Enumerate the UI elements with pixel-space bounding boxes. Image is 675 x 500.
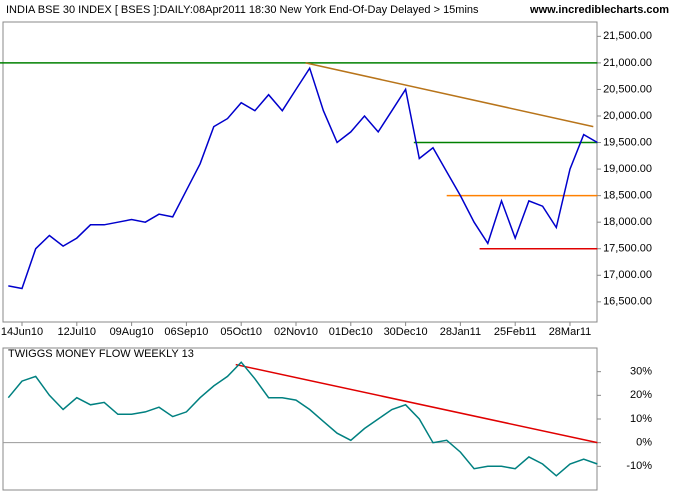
x-tick-label: 02Nov10: [274, 326, 318, 338]
x-tick-label: 28Mar11: [549, 326, 592, 338]
x-tick-label: 25Feb11: [494, 326, 537, 338]
y-tick-label: 19,500.00: [603, 136, 652, 148]
x-tick-label: 28Jan11: [440, 326, 481, 338]
y-tick-label: 30%: [630, 366, 652, 378]
x-tick-label: 01Dec10: [329, 326, 373, 338]
y-tick-label: 0%: [636, 437, 652, 449]
y-tick-label: 16,500.00: [603, 296, 652, 308]
y-tick-label: -10%: [626, 460, 652, 472]
y-tick-label: 20%: [630, 389, 652, 401]
y-tick-label: 20,500.00: [603, 83, 652, 95]
y-tick-label: 18,000.00: [603, 216, 652, 228]
y-tick-label: 10%: [630, 413, 652, 425]
x-tick-label: 05Oct10: [220, 326, 262, 338]
source: www.incrediblecharts.com: [529, 4, 669, 16]
x-tick-label: 30Dec10: [384, 326, 428, 338]
y-tick-label: 20,000.00: [603, 110, 652, 122]
chart-title: INDIA BSE 30 INDEX [ BSES ]:DAILY:08Apr2…: [6, 4, 479, 16]
trendline: [305, 62, 594, 128]
price-panel-frame: [2, 21, 598, 323]
y-tick-label: 19,000.00: [603, 163, 652, 175]
y-tick-label: 21,500.00: [603, 30, 652, 42]
x-tick-label: 06Sep10: [164, 326, 208, 338]
x-tick-label: 12Jul10: [58, 326, 97, 338]
y-tick-label: 18,500.00: [603, 190, 652, 202]
x-tick-label: 09Aug10: [110, 326, 154, 338]
series-line: [7, 361, 598, 477]
x-tick-label: 14Jun10: [1, 326, 43, 338]
series-line: [8, 66, 598, 290]
indicator-title: TWIGGS MONEY FLOW WEEKLY 13: [8, 348, 194, 360]
y-tick-label: 21,000.00: [603, 57, 652, 69]
trendline: [235, 363, 598, 444]
y-tick-label: 17,500.00: [603, 243, 652, 255]
indicator-panel-frame: [2, 347, 598, 491]
y-tick-label: 17,000.00: [603, 269, 652, 281]
